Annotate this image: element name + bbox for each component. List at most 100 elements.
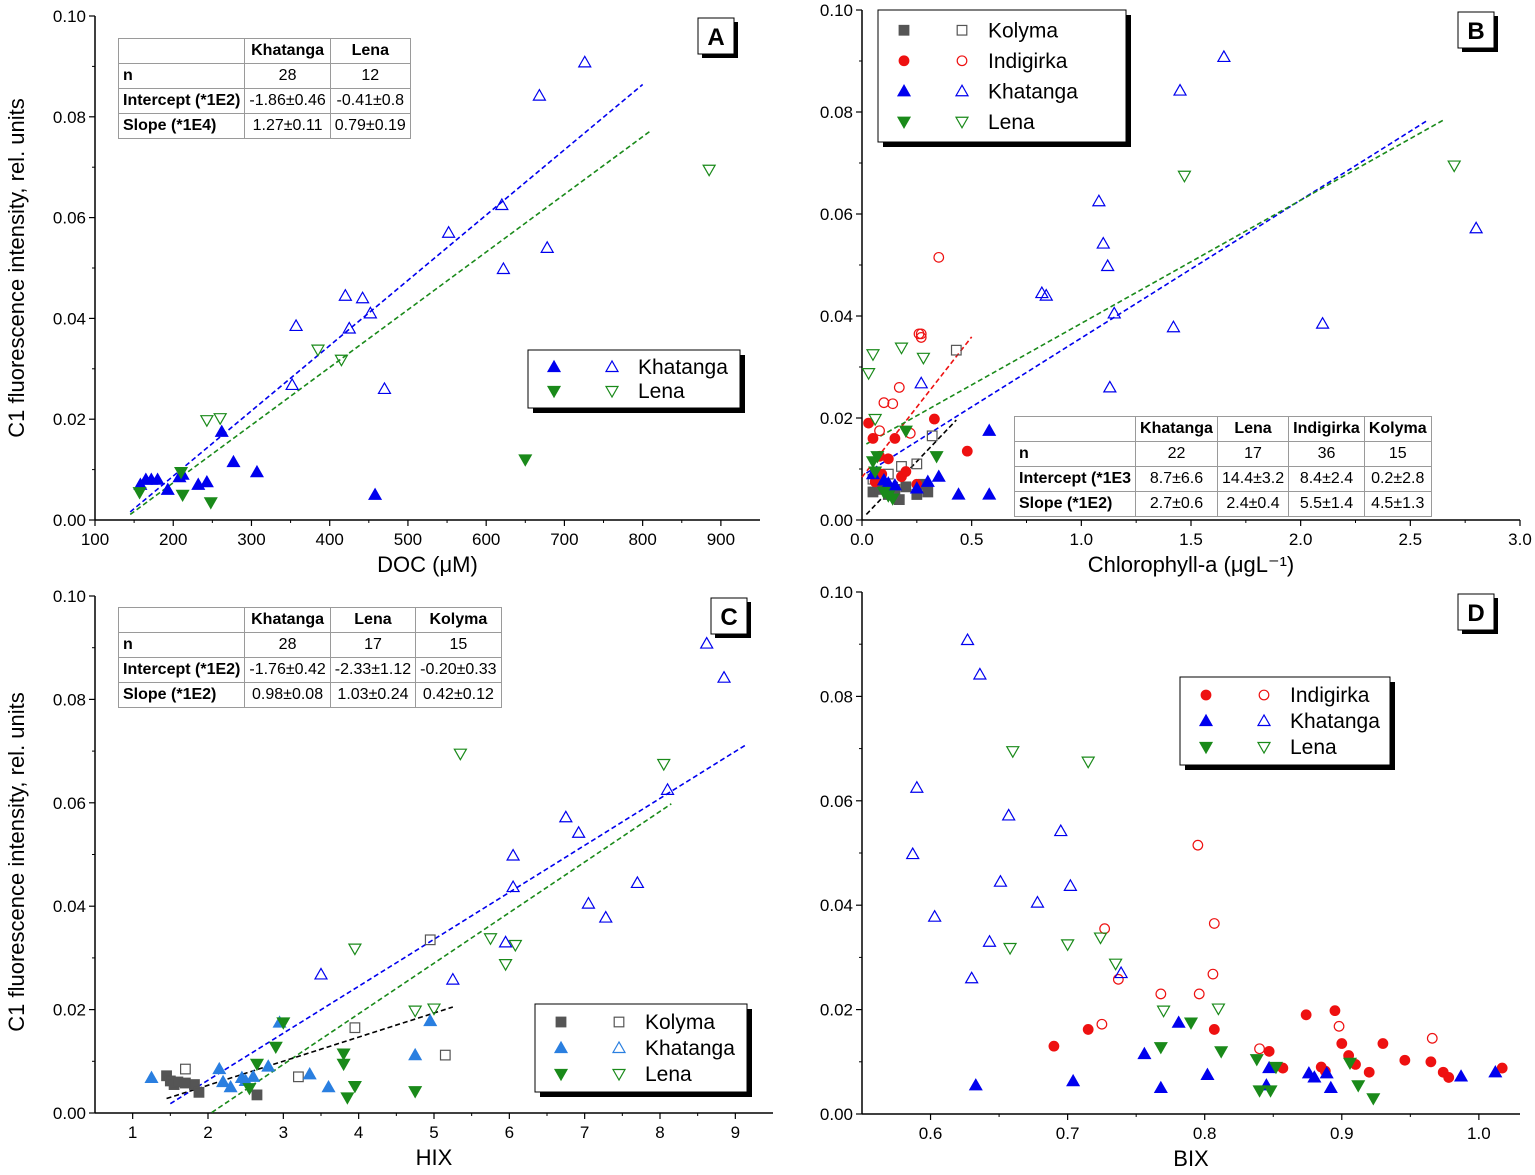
data-point <box>293 1071 304 1083</box>
data-point <box>1082 1024 1094 1035</box>
data-point <box>483 933 498 946</box>
y-tick-label: 0.08 <box>820 687 853 706</box>
data-point <box>1156 1005 1171 1018</box>
data-point <box>900 481 912 493</box>
x-tick-label: 700 <box>550 530 578 549</box>
series-khatanga-filled <box>144 1013 438 1093</box>
data-point <box>1496 1062 1508 1074</box>
legend-label: Lena <box>645 1063 692 1086</box>
x-tick-label: 200 <box>159 530 187 549</box>
data-point <box>887 398 899 410</box>
data-point <box>532 88 547 101</box>
data-point <box>1034 285 1049 299</box>
data-point <box>927 909 942 922</box>
data-point <box>931 469 946 482</box>
data-point <box>445 972 460 985</box>
legend-marker-filled <box>553 1068 569 1082</box>
fit-line-blue <box>169 743 748 1105</box>
legend-label: Indigirka <box>1290 684 1370 707</box>
data-point <box>929 451 944 464</box>
fit-line-black <box>865 419 957 515</box>
data-point <box>1216 49 1231 63</box>
legend-label: Indigirka <box>988 50 1068 73</box>
y-tick-label: 0.06 <box>820 792 853 811</box>
data-point <box>1030 895 1045 908</box>
panel-d: 0.00 0.02 0.04 0.06 0.08 0.10 0.6 0.7 0.8 0.9 1.0 B… <box>820 583 1520 1171</box>
data-point <box>933 251 945 263</box>
legend-label: Lena <box>1290 736 1337 759</box>
data-point <box>900 466 912 477</box>
y-tick-label: 0.02 <box>820 409 853 428</box>
table-cell: 1.27±0.11 <box>244 113 331 139</box>
table-header-cell: Lena <box>329 607 417 633</box>
data-point <box>868 413 883 427</box>
legend-marker-filled <box>546 385 562 399</box>
x-tick-label: 400 <box>316 530 344 549</box>
data-point <box>1193 988 1205 1000</box>
data-point <box>911 458 923 470</box>
legend-marker-filled <box>1200 689 1212 701</box>
table-cell: 0.98±0.08 <box>244 682 331 708</box>
legend-label: Khatanga <box>638 356 728 379</box>
table-header-row: Khatanga Lena Indigirka Kolyma <box>1013 416 1432 442</box>
y-tick-label: 0.02 <box>53 410 86 429</box>
data-point <box>1155 988 1167 1000</box>
data-point <box>1108 958 1123 971</box>
data-point <box>960 632 975 646</box>
legend-marker-open <box>604 359 620 373</box>
y-tick-label: 0.04 <box>820 896 853 915</box>
table-row: Slope (*1E2) 2.7±0.6 2.4±0.4 5.5±1.4 4.5±1.3 <box>1013 491 1432 517</box>
data-point <box>203 497 218 510</box>
data-point <box>199 415 214 428</box>
y-tick-label: 0.08 <box>53 108 86 127</box>
x-tick-label: 0.5 <box>960 530 984 549</box>
legend-marker-open <box>1256 741 1272 755</box>
data-point <box>916 352 931 366</box>
fit-line-black <box>166 1006 454 1100</box>
data-point <box>1323 1080 1338 1094</box>
data-point <box>1048 1040 1060 1052</box>
legend-marker-open <box>956 24 968 36</box>
data-point <box>285 377 300 391</box>
panel-label-box <box>710 597 748 635</box>
data-point <box>928 413 940 425</box>
table-row-header: Intercept (*1E3 <box>1013 466 1137 492</box>
series-kolyma-filled <box>161 1070 263 1101</box>
panel-label: C <box>710 597 751 638</box>
data-point <box>1315 316 1330 329</box>
panel-label-text: A <box>707 24 724 51</box>
y-tick-label: 0.08 <box>820 103 853 122</box>
table-cell: 8.7±6.6 <box>1135 466 1218 492</box>
data-point <box>180 1063 191 1075</box>
data-point <box>1488 1065 1503 1078</box>
data-point <box>915 332 927 343</box>
data-point <box>1066 1073 1081 1087</box>
data-point <box>180 1077 191 1089</box>
legend-marker-filled <box>896 84 912 97</box>
series-indigirka-filled <box>1048 1005 1508 1083</box>
table-row: Slope (*1E4) 1.27±0.11 0.79±0.19 <box>117 113 411 139</box>
panel-label-box <box>697 17 735 55</box>
legend-marker-filled <box>553 1040 569 1054</box>
panel-label-box <box>1457 593 1495 631</box>
table-row: n 22 17 36 15 <box>1013 441 1432 467</box>
data-point <box>368 487 383 500</box>
data-point <box>338 288 353 301</box>
table-cell: -2.33±1.12 <box>329 657 417 683</box>
legend-label: Lena <box>988 111 1035 134</box>
data-point <box>1003 942 1018 956</box>
y-tick-label: 0.04 <box>820 307 853 326</box>
data-point <box>630 875 645 889</box>
data-point <box>1254 1043 1265 1055</box>
data-point <box>1005 746 1020 759</box>
data-point <box>887 478 902 491</box>
table-panel-b: Khatanga Lena Indigirka Kolyma n 22 17 36 15 Inte… <box>1013 416 1432 517</box>
data-point <box>893 382 905 393</box>
data-point <box>494 197 509 211</box>
data-point <box>1093 932 1108 945</box>
data-point <box>1183 1017 1199 1030</box>
table-cell: 8.4±2.4 <box>1288 466 1365 492</box>
data-point <box>894 342 909 355</box>
